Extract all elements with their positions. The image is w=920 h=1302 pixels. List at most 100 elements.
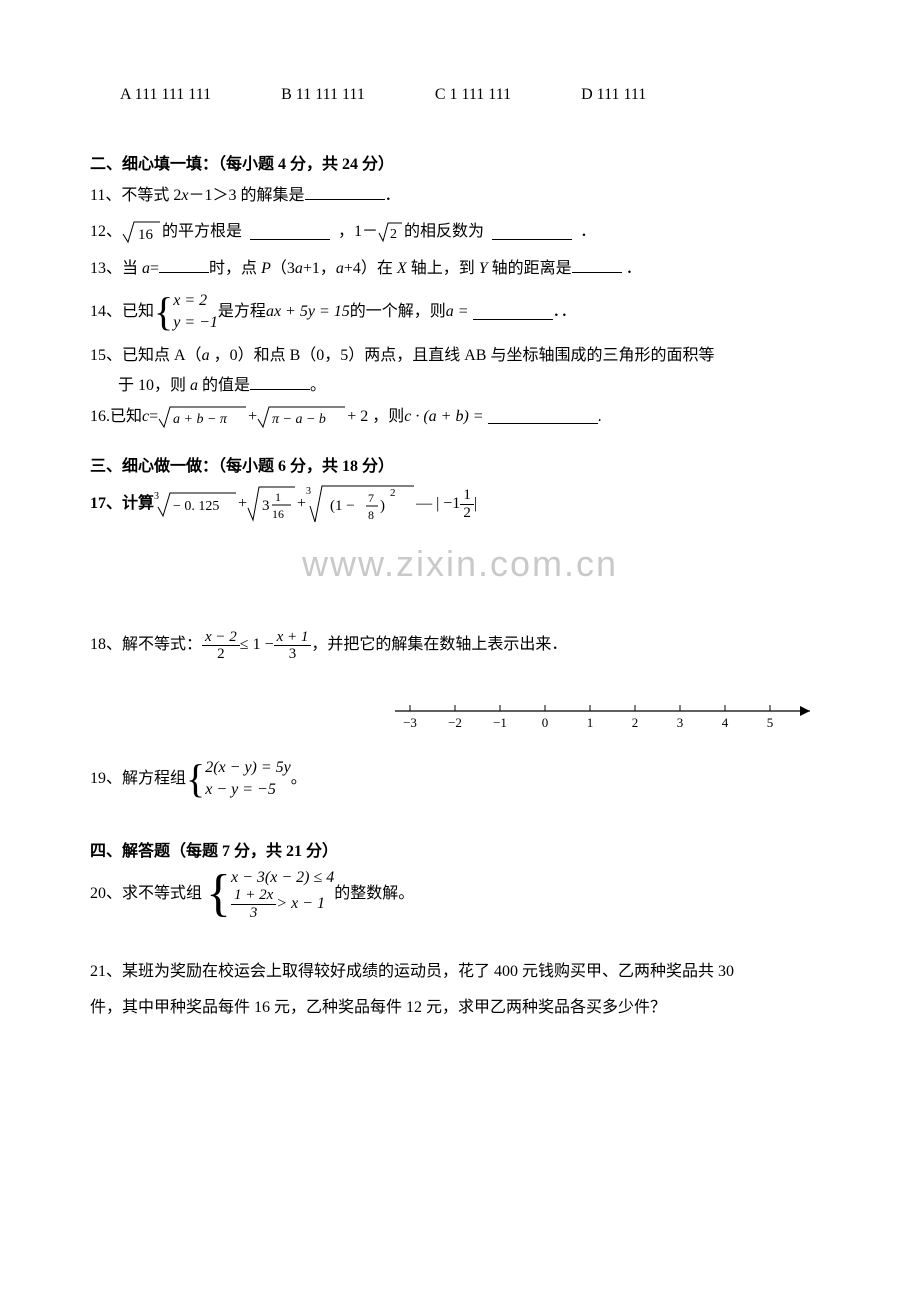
q14-mid1: 是方程 <box>218 297 266 327</box>
question-15-line1: 15、已知点 A（a ，0）和点 B（0，5）两点，且直线 AB 与坐标轴围成的… <box>60 341 860 371</box>
q13-pre: 13、当 <box>90 260 142 277</box>
question-17: 17、计算 3− 0. 125 + 3116 + 3(1 −78)2 — | −… <box>60 482 860 526</box>
q13-mid2: 时，点 <box>209 260 261 277</box>
q17-half-den: 2 <box>460 505 474 522</box>
q14-post: ．． <box>553 297 577 327</box>
q16-expr: c · (a + b) = <box>404 402 483 432</box>
svg-text:2: 2 <box>632 715 639 730</box>
question-19: 19、解方程组 { 2(x − y) = 5y x − y = −5 。 <box>60 757 860 802</box>
q13-p: P <box>261 260 271 277</box>
q20-post: 的整数解。 <box>334 879 414 909</box>
question-13: 13、当 a=时，点 P（3a+1，a+4）在 X 轴上，到 Y 轴的距离是 ． <box>60 254 860 284</box>
number-line-wrap: −3 −2 −1 0 1 2 3 4 5 <box>60 693 830 737</box>
q20-brace-group: { x − 3(x − 2) ≤ 4 1 + 2x3 > x − 1 <box>206 868 334 921</box>
svg-text:5: 5 <box>767 715 774 730</box>
option-b: B 11 111 111 <box>281 80 365 110</box>
q13-post: ． <box>626 260 642 277</box>
q18-f1d: 2 <box>214 646 228 663</box>
q18-le: ≤ 1 − <box>240 630 274 660</box>
svg-text:1: 1 <box>275 490 281 504</box>
svg-text:2: 2 <box>390 487 396 499</box>
q19-brace-group: { 2(x − y) = 5y x − y = −5 <box>186 757 291 802</box>
svg-text:16: 16 <box>138 227 154 243</box>
q12-mid3: 的相反数为 <box>404 217 484 247</box>
q13-mid7: 轴的距离是 <box>488 260 572 277</box>
q15-l1a: 15、已知点 A（ <box>90 347 202 364</box>
question-21-line2: 件，其中甲种奖品每件 16 元，乙种奖品每件 12 元，求甲乙两种奖品各买多少件… <box>60 993 860 1023</box>
q16-eq: = <box>149 402 158 432</box>
q17-pre: 17、计算 <box>90 489 154 519</box>
q17-plus1: + <box>238 489 247 519</box>
q11-x: x <box>181 187 188 204</box>
watermark-text: www.zixin.com.cn <box>60 530 860 598</box>
svg-text:− 0. 125: − 0. 125 <box>173 499 219 514</box>
q14-expr: ax + 5y = 15 <box>266 297 350 327</box>
q20-eq1: x − 3(x − 2) ≤ 4 <box>231 868 334 887</box>
q12-blank1 <box>250 225 330 240</box>
q15-l2c: 的值是 <box>198 377 250 394</box>
mc-options-row: A 111 111 111 B 11 111 111 C 1 111 111 D… <box>60 80 860 110</box>
sqrt-r2-icon: π − a − b <box>257 405 347 429</box>
q13-mid3: （3 <box>271 260 295 277</box>
svg-text:4: 4 <box>722 715 729 730</box>
q13-mid1: = <box>150 260 159 277</box>
svg-text:0: 0 <box>542 715 549 730</box>
q15-l2b: a <box>190 377 198 394</box>
svg-text:3: 3 <box>306 486 311 497</box>
section-4-title: 四、解答题（每题 7 分，共 21 分） <box>60 837 860 867</box>
q12-pre: 12、 <box>90 217 122 247</box>
q16-plus2: + 2 ，则 <box>347 402 404 432</box>
q17-plus2: + <box>297 489 306 519</box>
question-20: 20、求不等式组 { x − 3(x − 2) ≤ 4 1 + 2x3 > x … <box>60 868 860 921</box>
question-21-line1: 21、某班为奖励在校运会上取得较好成绩的运动员，花了 400 元钱购买甲、乙两种… <box>60 957 860 987</box>
q14-brace-group: { x = 2 y = −1 <box>154 290 218 335</box>
cuberoot2-icon: 3 (1 − 7 8) 2 <box>306 482 416 526</box>
q13-a3: a <box>336 260 344 277</box>
q16-post: . <box>598 402 602 432</box>
sqrt-mixed-icon: 3116 <box>247 484 297 524</box>
q13-mid5: +4）在 <box>344 260 397 277</box>
section-3-title: 三、细心做一做：（每小题 6 分，共 18 分） <box>60 452 860 482</box>
number-line-icon: −3 −2 −1 0 1 2 3 4 5 <box>390 693 830 737</box>
q11-pre: 11、不等式 2 <box>90 187 181 204</box>
q20-fn: 1 + 2x <box>231 887 276 905</box>
q20-frac: 1 + 2x3 <box>231 887 276 921</box>
svg-text:3: 3 <box>154 491 159 502</box>
svg-text:1: 1 <box>587 715 594 730</box>
q14-pre: 14、已知 <box>90 297 154 327</box>
q11-mid2: －1＞3 的解集是 <box>189 187 305 204</box>
svg-text:8: 8 <box>368 508 374 522</box>
q13-y: Y <box>479 260 488 277</box>
question-16: 16.已知 c = a + b − π + π − a − b + 2 ，则 c… <box>60 402 860 432</box>
q17-half: 12 <box>460 487 474 521</box>
sqrt-r1-icon: a + b − π <box>158 405 248 429</box>
q13-blank1 <box>159 258 209 273</box>
question-11: 11、不等式 2x－1＞3 的解集是． <box>60 181 860 211</box>
q18-post: ，并把它的解集在数轴上表示出来． <box>311 630 567 660</box>
q14-eq2: y = −1 <box>173 312 218 334</box>
svg-text:a + b − π: a + b − π <box>173 412 228 427</box>
q13-mid6: 轴上，到 <box>407 260 479 277</box>
q13-mid4: +1， <box>303 260 336 277</box>
q14-eq1: x = 2 <box>173 290 218 312</box>
q11-blank <box>305 185 385 200</box>
brace-icon: { <box>154 293 173 331</box>
q12-mid1: 的平方根是 <box>162 217 242 247</box>
brace-icon: { <box>206 870 231 918</box>
q15-l2d: 。 <box>310 377 326 394</box>
q18-f2n: x + 1 <box>274 629 312 647</box>
svg-text:7: 7 <box>368 491 374 505</box>
q18-frac1: x − 22 <box>202 629 240 663</box>
option-d: D 111 111 <box>581 80 646 110</box>
q15-l2a: 于 10，则 <box>118 377 190 394</box>
q20-pre: 20、求不等式组 <box>90 879 202 909</box>
q20-fd: 3 <box>247 905 261 922</box>
svg-text:(1 −: (1 − <box>330 498 355 514</box>
q20-gt: > x − 1 <box>276 894 325 913</box>
q15-l1c: ，0）和点 B（0，5）两点，且直线 AB 与坐标轴围成的三角形的面积等 <box>210 347 715 364</box>
sqrt-2-icon: 2 <box>378 221 404 243</box>
svg-text:): ) <box>380 498 385 514</box>
svg-text:−1: −1 <box>493 715 507 730</box>
q15-l1b: a <box>202 347 210 364</box>
question-18: 18、解不等式： x − 22 ≤ 1 − x + 13 ，并把它的解集在数轴上… <box>60 629 860 663</box>
